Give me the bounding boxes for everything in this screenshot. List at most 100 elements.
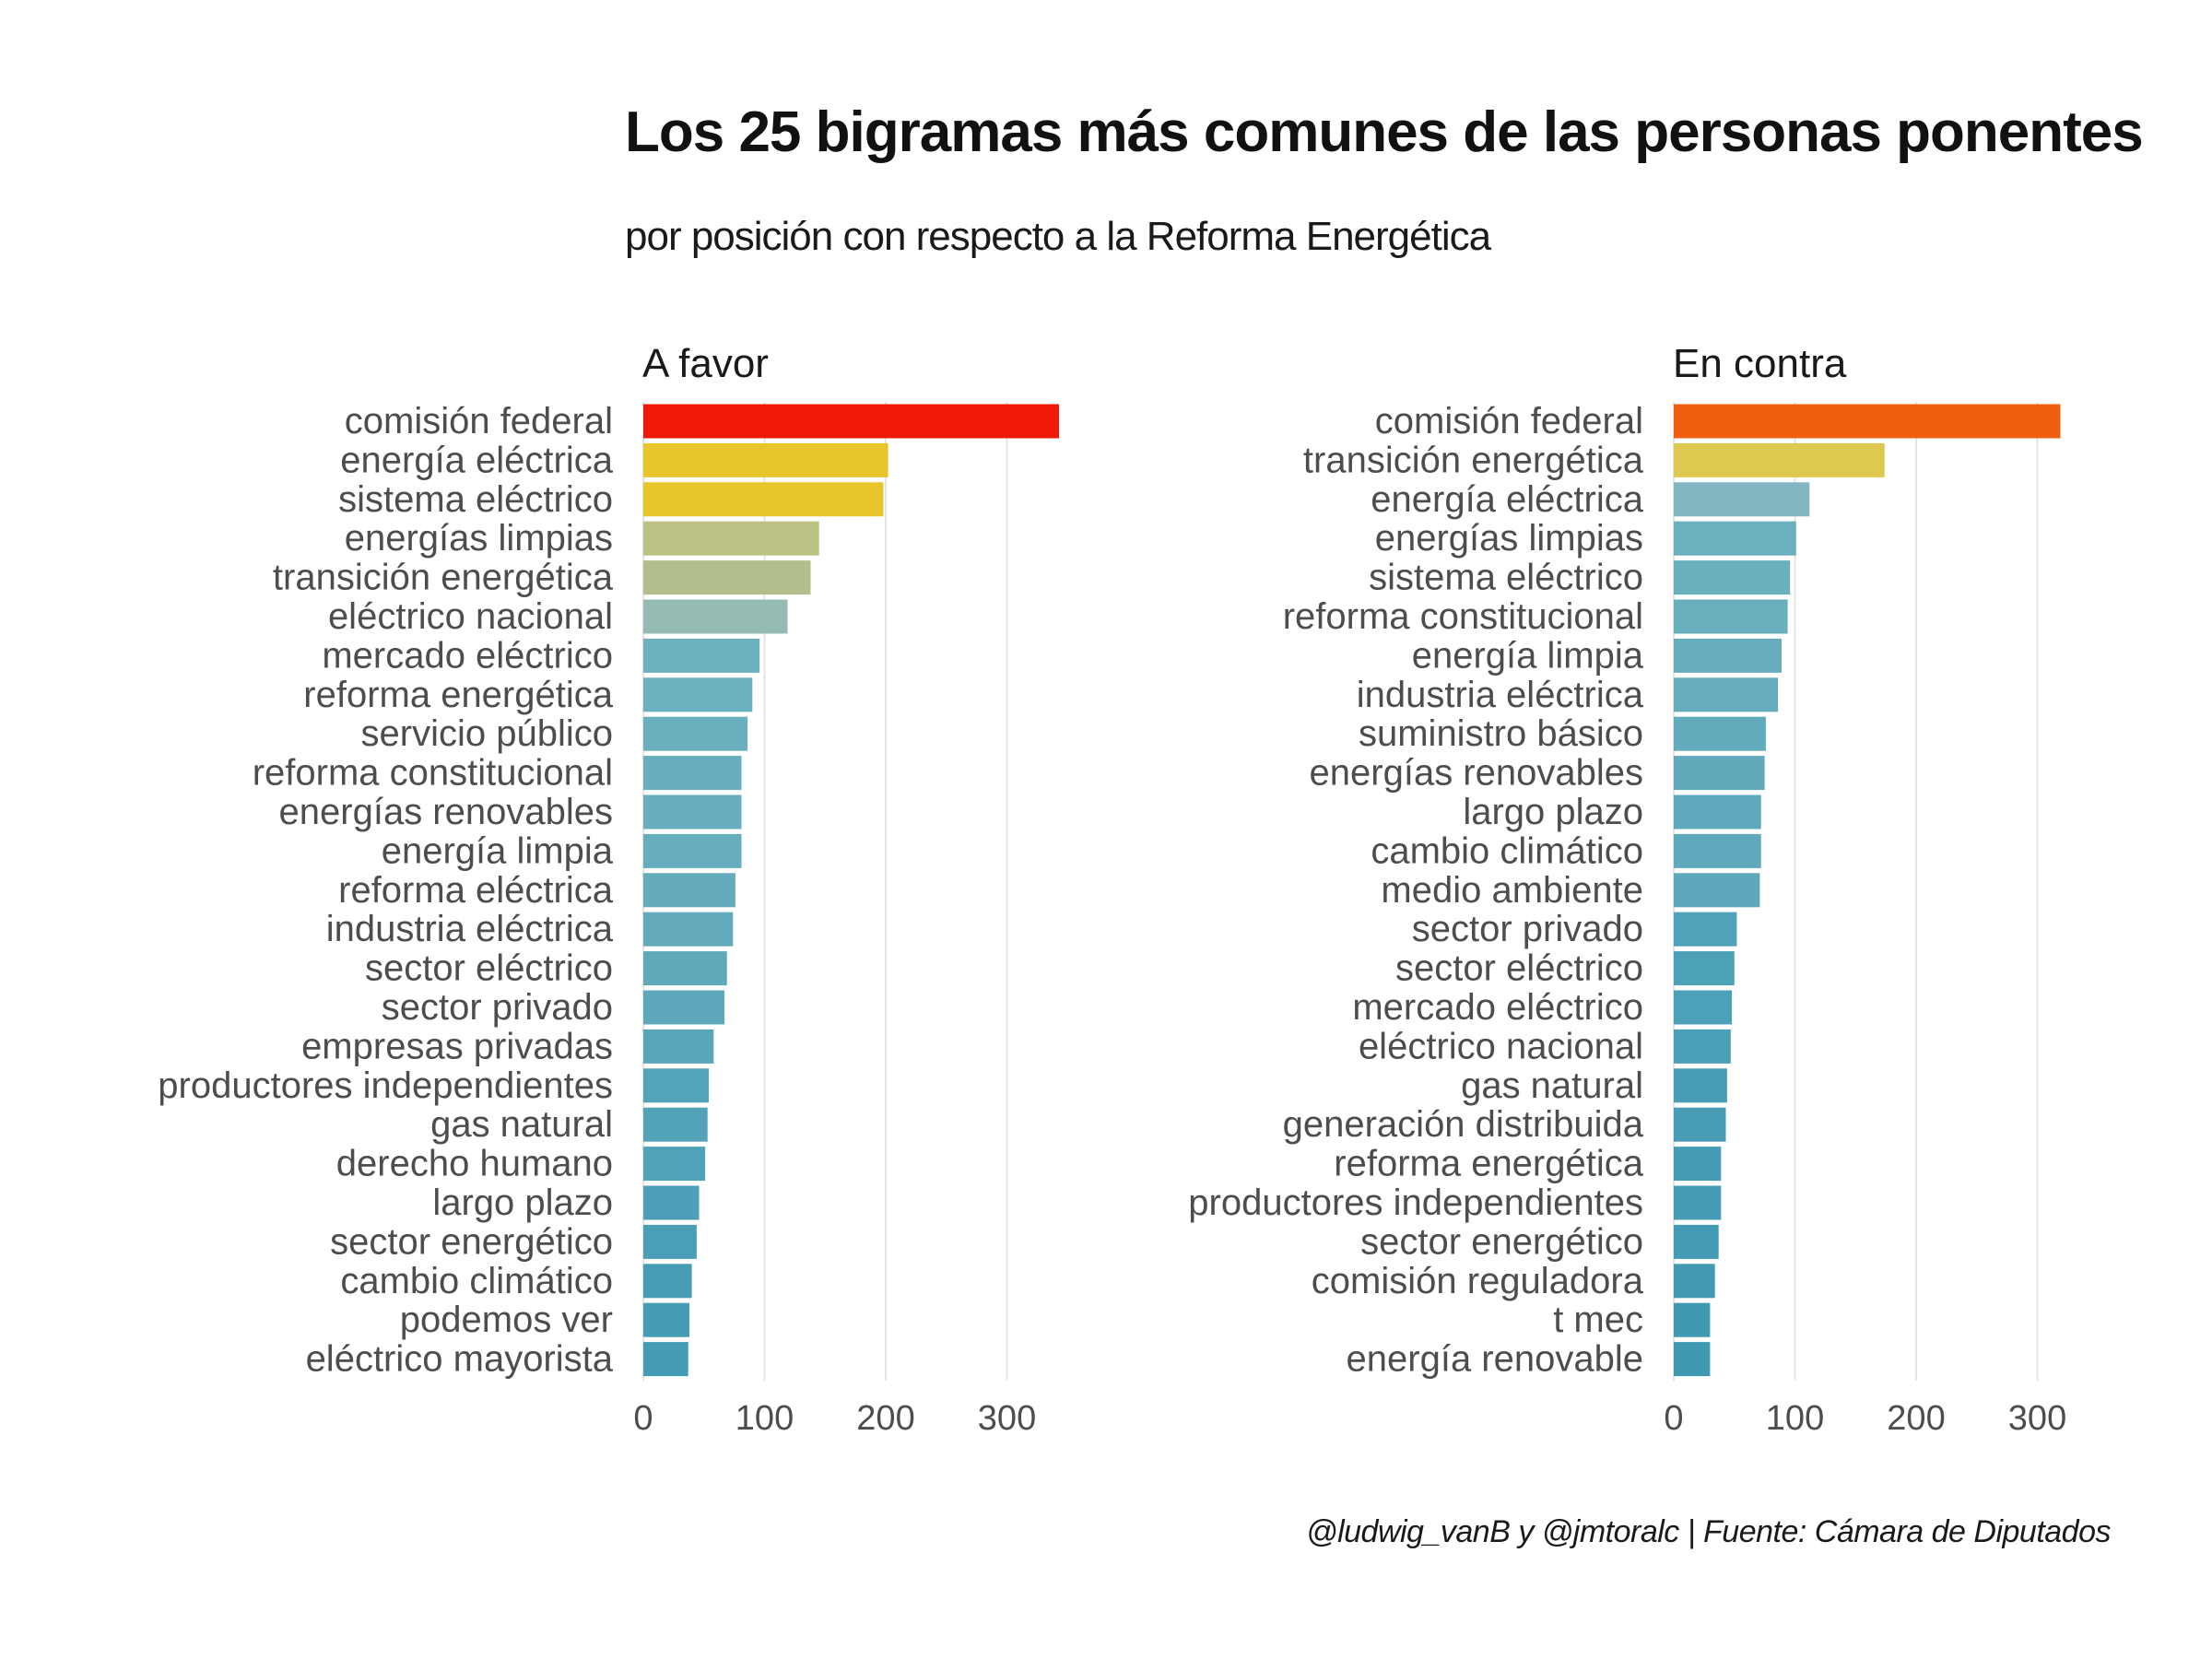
bar-productores-independientes: [1674, 1185, 1722, 1220]
category-label: reforma constitucional: [253, 753, 613, 794]
source-caption: @ludwig_vanB y @jmtoralc | Fuente: Cámar…: [1306, 1514, 2111, 1549]
bar-sistema-eléctrico: [1674, 560, 1791, 595]
bar-reforma-constitucional: [1674, 599, 1788, 634]
category-label: reforma energética: [303, 675, 613, 715]
bar-podemos-ver: [643, 1302, 689, 1337]
category-label: sector privado: [1412, 909, 1643, 949]
category-label: sistema eléctrico: [338, 479, 613, 520]
bar-energía-limpia: [1674, 638, 1782, 673]
bar-mercado-eléctrico: [643, 638, 760, 673]
category-label: energía eléctrica: [340, 440, 613, 480]
bar-energía-eléctrica: [643, 442, 888, 477]
bar-energías-limpias: [1674, 521, 1796, 556]
bar-reforma-eléctrica: [643, 873, 735, 908]
category-label: cambio climático: [340, 1261, 613, 1301]
category-label: suministro básico: [1359, 713, 1643, 754]
bar-comisión-federal: [1674, 404, 2061, 439]
bar-sector-energético: [643, 1224, 697, 1259]
bar-gas-natural: [643, 1107, 708, 1142]
chart-title: Los 25 bigramas más comunes de las perso…: [625, 100, 2144, 164]
bar-eléctrico-mayorista: [643, 1342, 688, 1377]
category-label: eléctrico mayorista: [306, 1339, 614, 1380]
bar-sector-privado: [1674, 912, 1737, 947]
category-label: energía limpia: [1412, 635, 1644, 676]
bar-energías-limpias: [643, 521, 819, 556]
x-tick-label: 0: [1664, 1399, 1683, 1438]
category-label: podemos ver: [400, 1300, 613, 1340]
category-label: comisión federal: [345, 401, 613, 441]
bar-comisión-federal: [643, 404, 1059, 439]
category-label: energías renovables: [279, 792, 613, 832]
x-tick-label: 200: [1887, 1399, 1945, 1438]
category-label: sector energético: [1360, 1221, 1643, 1262]
bar-derecho-humano: [643, 1147, 706, 1182]
category-label: servicio público: [361, 713, 613, 754]
x-tick-label: 100: [735, 1399, 794, 1438]
category-label: empresas privadas: [301, 1026, 613, 1066]
chart-subtitle: por posición con respecto a la Reforma E…: [625, 214, 1491, 259]
bar-sector-eléctrico: [1674, 951, 1735, 986]
category-label: reforma constitucional: [1283, 596, 1643, 637]
bar-comisión-reguladora: [1674, 1264, 1715, 1299]
category-label: transición energética: [273, 558, 614, 598]
category-label: energías renovables: [1310, 753, 1643, 794]
category-label: largo plazo: [432, 1182, 613, 1223]
category-label: gas natural: [430, 1104, 613, 1145]
bar-reforma-energética: [1674, 1147, 1722, 1182]
category-label: energías limpias: [1375, 518, 1643, 559]
category-label: sector energético: [330, 1221, 613, 1262]
category-label: sector eléctrico: [1395, 948, 1643, 989]
category-label: sector eléctrico: [365, 948, 613, 989]
bar-cambio-climático: [1674, 833, 1761, 868]
bar-sector-privado: [643, 990, 725, 1025]
category-label: t mec: [1553, 1300, 1643, 1340]
bar-gas-natural: [1674, 1068, 1727, 1103]
category-label: productores independientes: [158, 1065, 613, 1106]
category-label: eléctrico nacional: [328, 596, 613, 637]
bar-energía-eléctrica: [1674, 482, 1810, 517]
bar-cambio-climático: [643, 1264, 692, 1299]
category-label: industria eléctrica: [1357, 675, 1644, 715]
bar-suministro-básico: [1674, 716, 1766, 751]
category-label: energías limpias: [345, 518, 613, 559]
category-label: sector privado: [382, 987, 613, 1028]
category-label: industria eléctrica: [326, 909, 614, 949]
panel-title: A favor: [642, 341, 769, 386]
bar-sector-energético: [1674, 1224, 1719, 1259]
bar-largo-plazo: [1674, 794, 1761, 830]
bar-servicio-público: [643, 716, 748, 751]
x-tick-label: 300: [978, 1399, 1036, 1438]
bar-energía-limpia: [643, 833, 742, 868]
panel-en-contra: 0 100 200 300 En contra comisión federaltrans…: [1188, 341, 2066, 1438]
x-tick-label: 100: [1766, 1399, 1824, 1438]
bar-transición-energética: [643, 560, 811, 595]
bar-productores-independientes: [643, 1068, 709, 1103]
category-label: energía renovable: [1347, 1339, 1643, 1380]
category-label: comisión federal: [1375, 401, 1643, 441]
bar-empresas-privadas: [643, 1029, 714, 1064]
category-label: eléctrico nacional: [1359, 1026, 1643, 1066]
bar-mercado-eléctrico: [1674, 990, 1733, 1025]
bar-eléctrico-nacional: [643, 599, 788, 634]
bar-reforma-energética: [643, 677, 753, 712]
bar-reforma-constitucional: [643, 756, 742, 791]
bar-medio-ambiente: [1674, 873, 1760, 908]
category-label: mercado eléctrico: [322, 635, 613, 676]
category-label: reforma eléctrica: [338, 870, 614, 911]
bar-generación-distribuida: [1674, 1107, 1726, 1142]
bar-industria-eléctrica: [1674, 677, 1779, 712]
category-label: gas natural: [1461, 1065, 1643, 1106]
category-label: comisión reguladora: [1312, 1261, 1644, 1301]
bar-industria-eléctrica: [643, 912, 734, 947]
category-label: sistema eléctrico: [1369, 558, 1643, 598]
panel-title: En contra: [1673, 341, 1847, 386]
category-label: generación distribuida: [1283, 1104, 1644, 1145]
bar-largo-plazo: [643, 1185, 700, 1220]
category-label: transición energética: [1303, 440, 1644, 480]
category-label: reforma energética: [1334, 1144, 1643, 1184]
category-label: derecho humano: [336, 1144, 613, 1184]
bar-sistema-eléctrico: [643, 482, 884, 517]
category-label: largo plazo: [1463, 792, 1643, 832]
